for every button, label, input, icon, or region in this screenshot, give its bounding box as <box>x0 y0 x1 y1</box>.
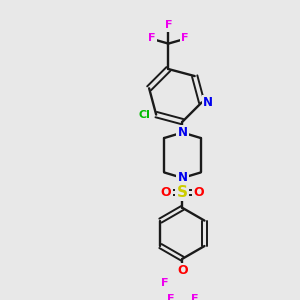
Text: F: F <box>167 294 174 300</box>
Text: N: N <box>178 126 188 139</box>
Text: Cl: Cl <box>138 110 150 120</box>
Text: F: F <box>191 294 198 300</box>
Text: F: F <box>181 33 188 43</box>
Text: O: O <box>161 186 171 199</box>
Text: F: F <box>148 33 156 43</box>
Text: O: O <box>194 186 204 199</box>
Text: F: F <box>165 20 172 30</box>
Text: N: N <box>203 96 213 109</box>
Text: F: F <box>161 278 169 288</box>
Text: O: O <box>177 264 188 277</box>
Text: N: N <box>178 171 188 184</box>
Text: S: S <box>177 185 188 200</box>
